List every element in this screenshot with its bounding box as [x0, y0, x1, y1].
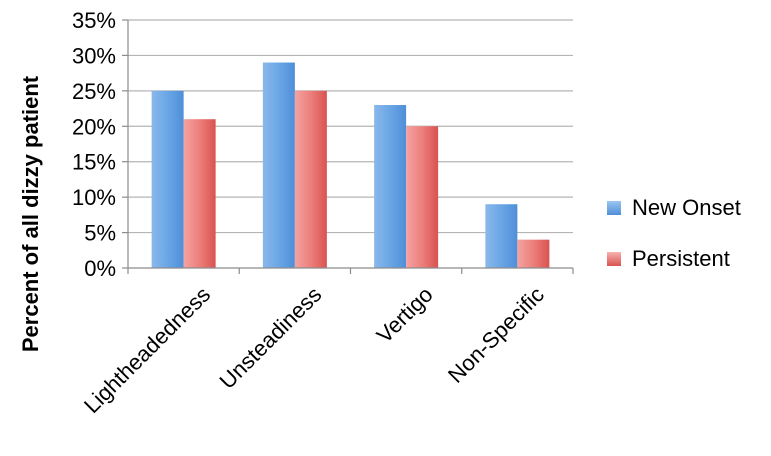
y-tick-label: 0%	[84, 256, 116, 281]
bar-persistent	[517, 239, 550, 268]
legend: New Onset Persistent	[607, 195, 741, 271]
y-tick-label: 30%	[72, 43, 116, 68]
bar-new-onset	[485, 204, 518, 268]
bar-persistent	[294, 90, 327, 268]
bar-new-onset	[262, 62, 295, 269]
y-tick-label: 20%	[72, 114, 116, 139]
bar-persistent	[183, 119, 216, 268]
y-tick-label: 5%	[84, 221, 116, 246]
y-tick-label: 25%	[72, 79, 116, 104]
legend-swatch	[607, 252, 621, 266]
bar-new-onset	[374, 105, 407, 269]
bars	[151, 62, 550, 269]
y-axis-ticks: 0% 5% 10% 15% 20% 25% 30% 35%	[72, 8, 128, 281]
y-tick-label: 10%	[72, 185, 116, 210]
y-axis-title: Percent of all dizzy patient	[18, 75, 43, 352]
bar-persistent	[406, 126, 439, 269]
legend-swatch	[607, 201, 621, 215]
legend-label: New Onset	[632, 195, 741, 220]
y-tick-label: 15%	[72, 150, 116, 175]
x-category-label: Non-Specific	[443, 282, 549, 388]
x-category-label: Unsteadiness	[214, 282, 326, 394]
axes	[127, 20, 574, 274]
x-category-label: Lightheadedness	[79, 282, 215, 418]
x-axis-labels: Lightheadedness Unsteadiness Vertigo Non-Sp…	[79, 282, 549, 418]
y-tick-label: 35%	[72, 8, 116, 33]
legend-label: Persistent	[632, 246, 730, 271]
x-category-label: Vertigo	[372, 282, 438, 348]
bar-new-onset	[151, 90, 184, 268]
